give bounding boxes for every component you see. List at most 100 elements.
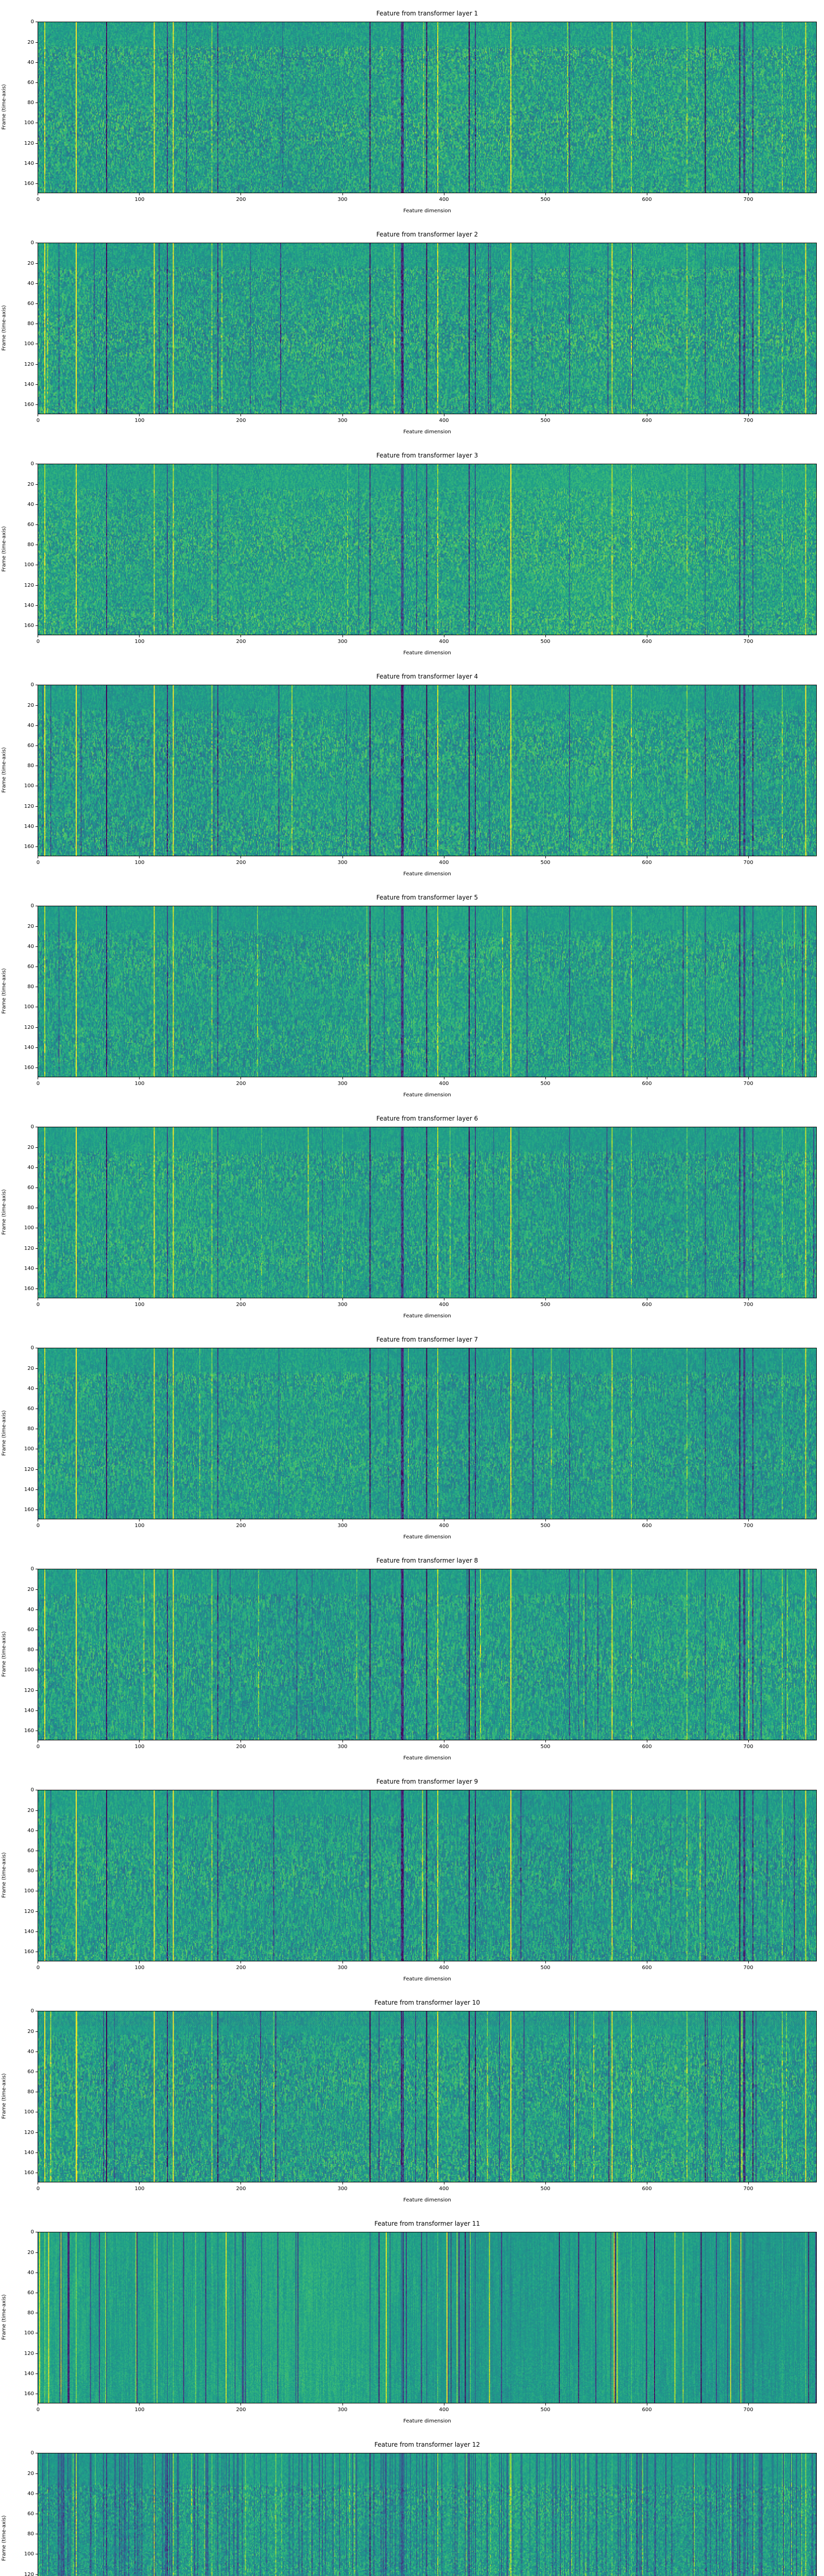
x-tick-label: 0	[36, 1081, 40, 1087]
y-tick-mark	[36, 484, 38, 485]
x-tick-label: 500	[540, 2407, 551, 2413]
y-tick-label: 140	[24, 2370, 34, 2377]
panel-title: Feature from transformer layer 3	[376, 452, 478, 459]
x-tick-label: 100	[134, 1081, 145, 1087]
x-tick-mark	[748, 2403, 749, 2405]
heatmap-canvas	[38, 2453, 816, 2576]
y-tick-label: 40	[27, 722, 34, 728]
y-tick-label: 100	[24, 1225, 34, 1231]
heatmap-panel-layer-11: Feature from transformer layer 11 Frame …	[0, 2210, 824, 2431]
y-tick-label: 40	[27, 501, 34, 507]
x-tick-mark	[139, 1298, 140, 1300]
y-tick-mark	[36, 163, 38, 164]
y-tick-label: 140	[24, 2149, 34, 2156]
x-tick-mark	[342, 1519, 343, 1521]
y-tick-mark	[36, 283, 38, 284]
x-tick-label: 100	[134, 639, 145, 645]
y-tick-label: 0	[30, 903, 34, 909]
x-tick-label: 100	[134, 1302, 145, 1308]
y-tick-mark	[36, 2252, 38, 2253]
y-tick-label: 140	[24, 381, 34, 387]
heatmap-panel-layer-1: Feature from transformer layer 1 Frame (…	[0, 0, 824, 221]
x-tick-mark	[545, 2182, 546, 2184]
x-tick-label: 100	[134, 2186, 145, 2192]
x-tick-label: 600	[642, 418, 652, 423]
plot-area	[38, 2453, 817, 2576]
x-tick-mark	[139, 635, 140, 637]
y-tick-mark	[36, 1268, 38, 1269]
x-tick-label: 500	[540, 197, 551, 202]
y-tick-mark	[36, 62, 38, 63]
y-tick-label: 160	[24, 1064, 34, 1071]
x-tick-label: 100	[134, 1523, 145, 1529]
x-tick-label: 700	[743, 1965, 753, 1971]
y-tick-mark	[36, 42, 38, 43]
y-tick-label: 20	[27, 260, 34, 266]
y-tick-label: 20	[27, 2470, 34, 2477]
y-tick-label: 40	[27, 59, 34, 65]
y-tick-label: 20	[27, 1586, 34, 1592]
x-tick-mark	[545, 1740, 546, 1742]
y-tick-label: 40	[27, 1385, 34, 1392]
y-tick-label: 100	[24, 2109, 34, 2115]
x-tick-mark	[545, 635, 546, 637]
x-tick-label: 600	[642, 1965, 652, 1971]
y-tick-mark	[36, 183, 38, 184]
y-tick-mark	[36, 826, 38, 827]
x-tick-mark	[342, 2403, 343, 2405]
panel-title: Feature from transformer layer 10	[374, 1999, 480, 2006]
y-tick-mark	[36, 1911, 38, 1912]
x-tick-mark	[342, 1077, 343, 1079]
y-axis-label: Frame (time-axis)	[1, 968, 7, 1014]
y-tick-label: 140	[24, 1044, 34, 1050]
panel-title: Feature from transformer layer 5	[376, 894, 478, 901]
x-tick-label: 100	[134, 2407, 145, 2413]
x-tick-label: 200	[236, 2407, 246, 2413]
panel-title: Feature from transformer layer 6	[376, 1115, 478, 1122]
y-tick-label: 160	[24, 843, 34, 850]
x-tick-label: 600	[642, 2186, 652, 2192]
y-tick-label: 40	[27, 1606, 34, 1613]
y-tick-mark	[36, 946, 38, 947]
x-axis-label: Feature dimension	[403, 871, 451, 877]
y-tick-mark	[36, 364, 38, 365]
y-axis-label: Frame (time-axis)	[1, 305, 7, 351]
x-tick-label: 500	[540, 1523, 551, 1529]
y-tick-label: 40	[27, 1164, 34, 1171]
y-axis-label: Frame (time-axis)	[1, 2294, 7, 2340]
y-tick-label: 0	[30, 2008, 34, 2014]
y-tick-label: 100	[24, 783, 34, 789]
y-tick-label: 120	[24, 2571, 34, 2576]
y-tick-mark	[36, 2132, 38, 2133]
y-axis-label: Frame (time-axis)	[1, 1410, 7, 1456]
x-tick-label: 600	[642, 860, 652, 866]
x-tick-label: 100	[134, 197, 145, 202]
y-axis-label: Frame (time-axis)	[1, 2073, 7, 2119]
y-tick-label: 120	[24, 1687, 34, 1693]
heatmap-canvas	[38, 1127, 816, 1298]
x-tick-label: 0	[36, 639, 40, 645]
x-tick-label: 700	[743, 639, 753, 645]
y-tick-mark	[36, 82, 38, 83]
x-tick-label: 300	[337, 1081, 348, 1087]
x-tick-label: 100	[134, 1744, 145, 1750]
y-tick-label: 0	[30, 1124, 34, 1130]
x-tick-mark	[545, 1077, 546, 1079]
y-tick-label: 80	[27, 1426, 34, 1432]
y-tick-mark	[36, 1710, 38, 1711]
y-tick-label: 160	[24, 1948, 34, 1955]
y-tick-label: 160	[24, 180, 34, 187]
plot-area	[38, 2011, 817, 2182]
y-tick-mark	[36, 1810, 38, 1811]
y-tick-label: 60	[27, 964, 34, 970]
panel-title: Feature from transformer layer 9	[376, 1778, 478, 1785]
x-tick-mark	[342, 856, 343, 858]
x-axis-label: Feature dimension	[403, 1092, 451, 1098]
y-tick-label: 40	[27, 2269, 34, 2276]
heatmap-canvas	[38, 243, 816, 414]
x-tick-mark	[342, 193, 343, 195]
x-tick-label: 700	[743, 197, 753, 202]
y-axis-label: Frame (time-axis)	[1, 2515, 7, 2561]
x-tick-label: 0	[36, 1302, 40, 1308]
y-tick-label: 20	[27, 1144, 34, 1150]
